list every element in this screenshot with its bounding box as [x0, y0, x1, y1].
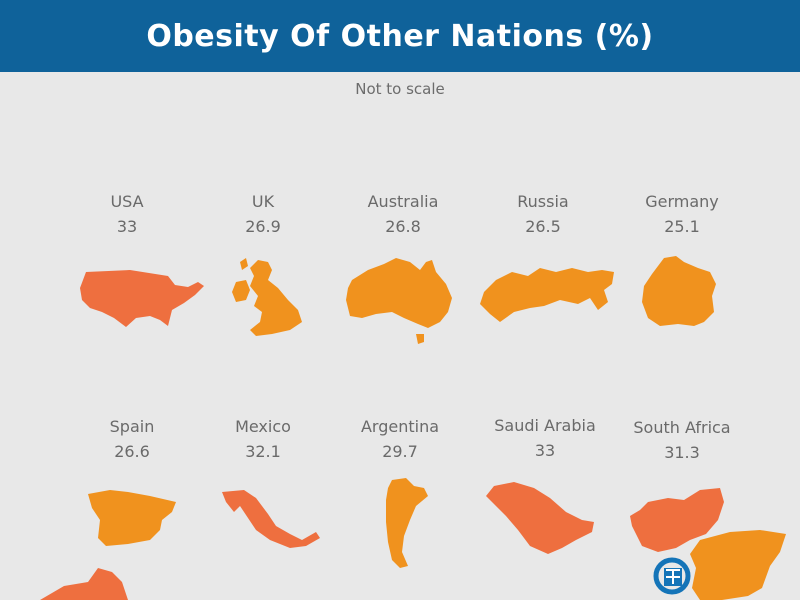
country-saudi-arabia: Saudi Arabia 33 [475, 416, 615, 460]
country-russia: Russia 26.5 [473, 192, 613, 236]
country-australia: Australia 26.8 [333, 192, 473, 236]
country-argentina: Argentina 29.7 [330, 417, 470, 461]
country-value: 25.1 [664, 217, 700, 236]
country-value: 26.5 [525, 217, 561, 236]
country-name: Saudi Arabia [494, 416, 596, 435]
country-name: Mexico [235, 417, 291, 436]
argentina-map [386, 478, 428, 568]
russia-map [480, 268, 614, 322]
country-name: Argentina [360, 417, 440, 436]
partial-map-bottom-left [40, 568, 128, 600]
country-germany: Germany 25.1 [612, 192, 752, 236]
country-name: Australia [367, 192, 439, 211]
country-name: Spain [109, 417, 155, 436]
country-name: South Africa [633, 418, 731, 437]
country-usa: USA 33 [57, 192, 197, 236]
country-name: USA [110, 192, 144, 211]
country-mexico: Mexico 32.1 [193, 417, 333, 461]
ireland-map [232, 280, 250, 302]
tasmania-map [416, 334, 424, 344]
australia-map [346, 258, 452, 328]
country-value: 32.1 [245, 442, 281, 461]
country-value: 29.7 [382, 442, 418, 461]
country-spain: Spain 26.6 [62, 417, 202, 461]
country-uk: UK 26.9 [193, 192, 333, 236]
country-value: 26.9 [245, 217, 281, 236]
shetland-map [240, 258, 248, 270]
south-africa-map [630, 488, 724, 552]
country-value: 33 [534, 441, 556, 460]
spain-map [88, 490, 176, 546]
country-name: Germany [645, 192, 719, 211]
title-banner: Obesity Of Other Nations (%) [0, 0, 800, 72]
country-value: 33 [116, 217, 138, 236]
page-title: Obesity Of Other Nations (%) [146, 18, 654, 54]
mexico-map [222, 490, 320, 548]
germany-map [642, 256, 716, 326]
usa-map [80, 270, 204, 327]
country-value: 26.6 [114, 442, 150, 461]
country-south-africa: South Africa 31.3 [612, 418, 752, 462]
country-name: UK [251, 192, 275, 211]
saudi-arabia-map [486, 482, 594, 554]
watermark-logo-icon [653, 557, 691, 595]
country-value: 31.3 [664, 443, 700, 462]
subtitle: Not to scale [355, 80, 445, 98]
spain-overlay-map [690, 530, 786, 600]
uk-map [250, 260, 302, 336]
country-name: Russia [517, 192, 569, 211]
country-value: 26.8 [385, 217, 421, 236]
